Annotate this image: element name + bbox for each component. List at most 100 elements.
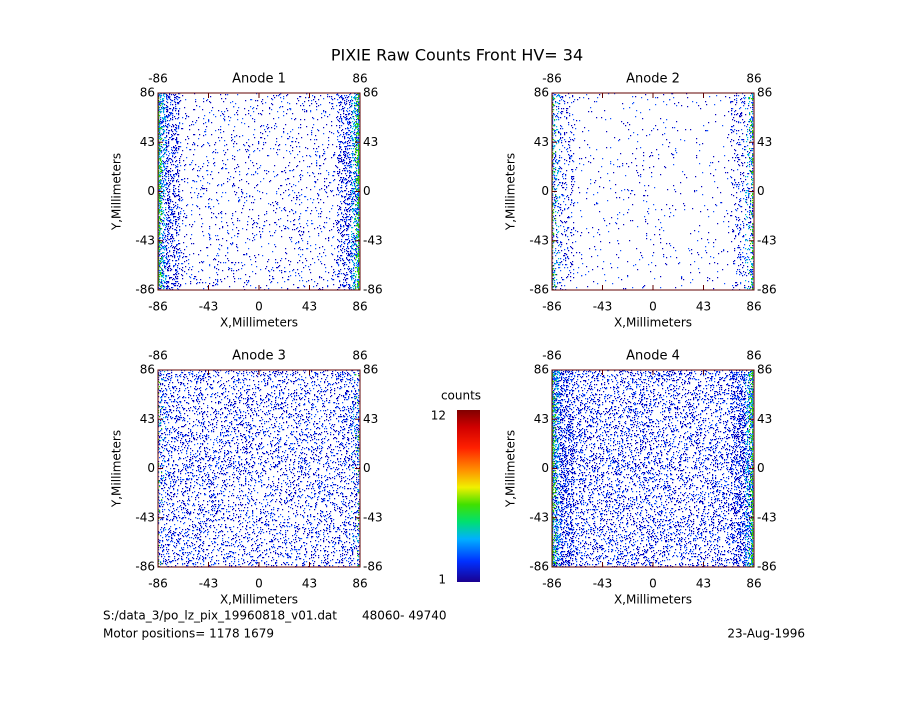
date: 23-Aug-1996 bbox=[727, 627, 805, 641]
right-tick-label: 0 bbox=[363, 184, 371, 198]
colorbar-tick-label: 12 bbox=[431, 409, 446, 423]
panel-title: Anode 2 bbox=[626, 72, 680, 87]
y-tick-label: -43 bbox=[529, 510, 549, 524]
right-tick-label: -43 bbox=[363, 233, 383, 247]
x-tick-label: 43 bbox=[302, 577, 317, 591]
x-tick-label: -43 bbox=[593, 300, 613, 314]
right-tick-label: 0 bbox=[757, 184, 765, 198]
x-tick-label: -86 bbox=[148, 577, 168, 591]
y-axis-label: Y,Millimeters bbox=[504, 430, 518, 508]
top-tick-label: -86 bbox=[148, 349, 168, 363]
right-tick-label: 86 bbox=[363, 363, 378, 377]
speckle-pattern bbox=[158, 370, 361, 568]
panel-title: Anode 3 bbox=[232, 349, 286, 364]
y-axis-label: Y,Millimeters bbox=[110, 430, 124, 508]
file-name: S:/data_3/po_lz_pix_19960818_v01.dat bbox=[103, 609, 337, 623]
speckle-pattern bbox=[158, 370, 361, 568]
record-range: 48060- 49740 bbox=[362, 609, 447, 623]
right-tick-label: -43 bbox=[363, 510, 383, 524]
top-tick-label: -86 bbox=[542, 72, 562, 86]
speckle-pattern bbox=[552, 370, 755, 568]
x-tick-label: 86 bbox=[746, 577, 761, 591]
x-tick-label: 43 bbox=[696, 577, 711, 591]
colorbar bbox=[457, 410, 480, 582]
right-tick-label: -86 bbox=[757, 283, 777, 297]
speckle-pattern bbox=[158, 93, 361, 291]
right-tick-label: -86 bbox=[363, 283, 383, 297]
x-axis-label: X,Millimeters bbox=[220, 593, 298, 607]
right-tick-label: -86 bbox=[363, 560, 383, 574]
y-axis-label: Y,Millimeters bbox=[110, 153, 124, 231]
top-tick-label: -86 bbox=[148, 72, 168, 86]
speckle-pattern bbox=[158, 93, 360, 291]
y-tick-label: 86 bbox=[534, 363, 549, 377]
right-tick-label: 86 bbox=[757, 86, 772, 100]
x-axis-label: X,Millimeters bbox=[220, 316, 298, 330]
colorbar-label: counts bbox=[441, 389, 481, 403]
right-tick-label: 43 bbox=[757, 135, 772, 149]
y-tick-label: -86 bbox=[529, 283, 549, 297]
x-tick-label: 0 bbox=[255, 577, 263, 591]
plot-frame bbox=[157, 369, 361, 568]
x-tick-label: -86 bbox=[148, 300, 168, 314]
x-axis-label: X,Millimeters bbox=[614, 316, 692, 330]
right-tick-label: 0 bbox=[363, 461, 371, 475]
x-axis-label: X,Millimeters bbox=[614, 593, 692, 607]
right-tick-label: 86 bbox=[363, 86, 378, 100]
colorbar-tick-label: 1 bbox=[438, 573, 446, 587]
speckle-pattern bbox=[552, 93, 754, 291]
y-tick-label: 0 bbox=[541, 461, 549, 475]
right-tick-label: 43 bbox=[757, 412, 772, 426]
motor-positions: Motor positions= 1178 1679 bbox=[103, 627, 274, 641]
y-tick-label: -86 bbox=[135, 560, 155, 574]
x-tick-label: 86 bbox=[352, 577, 367, 591]
top-tick-label: 86 bbox=[352, 72, 367, 86]
y-tick-label: 0 bbox=[541, 184, 549, 198]
y-tick-label: -43 bbox=[135, 233, 155, 247]
y-tick-label: -86 bbox=[529, 560, 549, 574]
y-tick-label: 86 bbox=[140, 363, 155, 377]
y-tick-label: 43 bbox=[534, 135, 549, 149]
panel-title: Anode 1 bbox=[232, 72, 286, 87]
x-tick-label: -43 bbox=[199, 577, 219, 591]
x-tick-label: 0 bbox=[649, 300, 657, 314]
y-tick-label: -43 bbox=[529, 233, 549, 247]
y-tick-label: 43 bbox=[140, 135, 155, 149]
plot-frame bbox=[551, 92, 755, 291]
x-tick-label: 86 bbox=[746, 300, 761, 314]
x-tick-label: -43 bbox=[593, 577, 613, 591]
x-tick-label: 43 bbox=[696, 300, 711, 314]
x-tick-label: 0 bbox=[649, 577, 657, 591]
y-tick-label: 0 bbox=[147, 184, 155, 198]
y-axis-label: Y,Millimeters bbox=[504, 153, 518, 231]
speckle-pattern bbox=[552, 93, 754, 290]
panel-title: Anode 4 bbox=[626, 349, 680, 364]
y-tick-label: 43 bbox=[534, 412, 549, 426]
x-tick-label: -86 bbox=[542, 577, 562, 591]
figure-title: PIXIE Raw Counts Front HV= 34 bbox=[331, 46, 583, 65]
top-tick-label: 86 bbox=[352, 349, 367, 363]
y-tick-label: 43 bbox=[140, 412, 155, 426]
x-tick-label: 43 bbox=[302, 300, 317, 314]
speckle-pattern bbox=[158, 93, 360, 291]
x-tick-label: 86 bbox=[352, 300, 367, 314]
y-tick-label: -43 bbox=[135, 510, 155, 524]
x-tick-label: 0 bbox=[255, 300, 263, 314]
right-tick-label: 86 bbox=[757, 363, 772, 377]
y-tick-label: -86 bbox=[135, 283, 155, 297]
top-tick-label: -86 bbox=[542, 349, 562, 363]
top-tick-label: 86 bbox=[746, 72, 761, 86]
right-tick-label: -43 bbox=[757, 510, 777, 524]
right-tick-label: -43 bbox=[757, 233, 777, 247]
y-tick-label: 0 bbox=[147, 461, 155, 475]
y-tick-label: 86 bbox=[534, 86, 549, 100]
top-tick-label: 86 bbox=[746, 349, 761, 363]
right-tick-label: 43 bbox=[363, 412, 378, 426]
x-tick-label: -86 bbox=[542, 300, 562, 314]
speckle-pattern bbox=[552, 93, 755, 291]
x-tick-label: -43 bbox=[199, 300, 219, 314]
right-tick-label: 43 bbox=[363, 135, 378, 149]
right-tick-label: -86 bbox=[757, 560, 777, 574]
right-tick-label: 0 bbox=[757, 461, 765, 475]
